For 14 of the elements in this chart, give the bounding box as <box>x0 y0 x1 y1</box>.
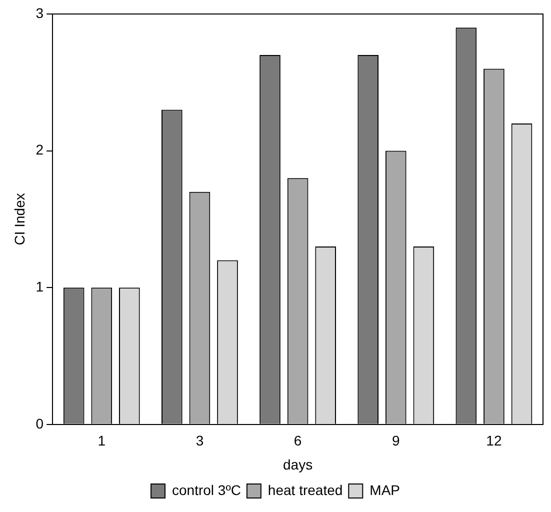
y-tick-label: 0 <box>36 415 44 432</box>
x-tick-label: 3 <box>196 432 204 449</box>
x-tick-label: 9 <box>392 432 400 449</box>
y-tick-label: 2 <box>36 142 44 158</box>
y-tick-label: 3 <box>36 4 44 21</box>
x-tick-label: 12 <box>486 432 502 449</box>
legend-label: MAP <box>370 482 400 498</box>
y-tick-label: 1 <box>36 278 44 294</box>
x-tick-label: 6 <box>294 432 302 449</box>
y-axis-title: CI Index <box>11 193 28 246</box>
legend-label: control 3ºC <box>172 482 241 498</box>
x-tick-label: 1 <box>98 432 106 449</box>
legend-label: heat treated <box>268 482 343 498</box>
x-axis-title: days <box>283 456 313 472</box>
